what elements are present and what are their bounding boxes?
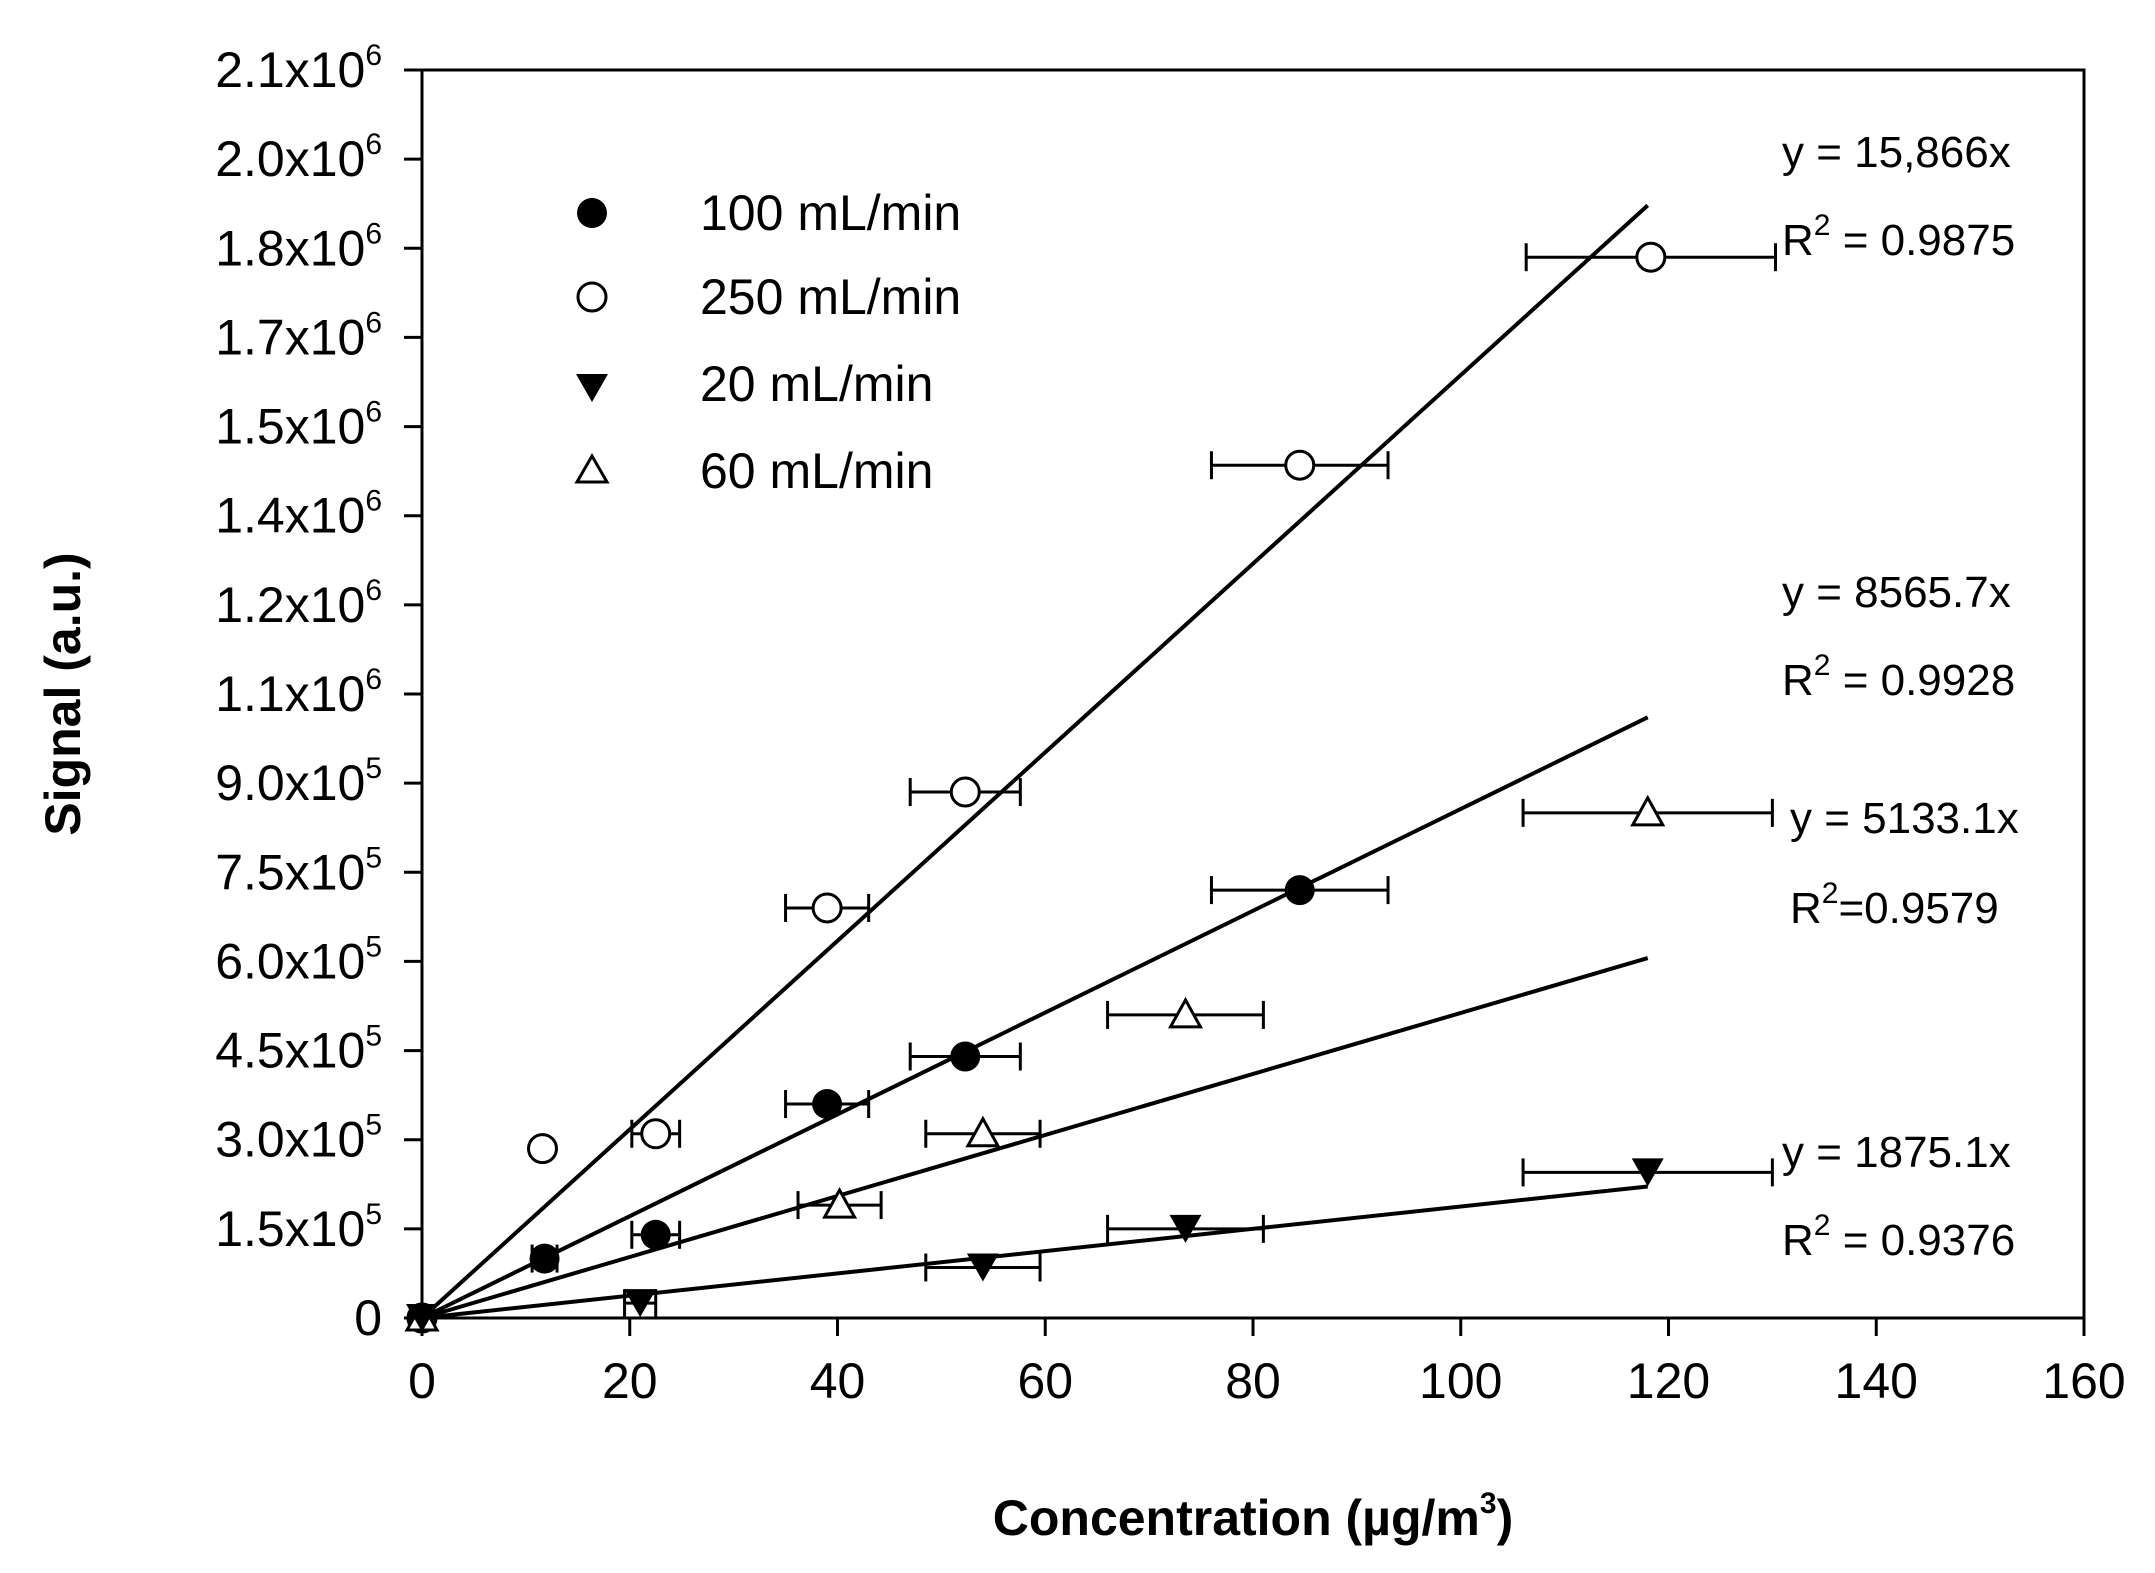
- x-tick-label: 20: [602, 1353, 658, 1409]
- data-point-60: [822, 1187, 858, 1219]
- annotation-250: y = 15,866x R2 = 0.9875: [1782, 128, 2015, 265]
- equation-250: y = 15,866x: [1782, 128, 2011, 177]
- data-point-250: [949, 776, 981, 808]
- x-tick-label: 80: [1225, 1353, 1281, 1409]
- fit-line-20: [421, 1184, 1648, 1320]
- annotation-100: y = 8565.7x R2 = 0.9928: [1782, 568, 2015, 705]
- data-point-60: [965, 1115, 1001, 1148]
- data-point-250: [1284, 449, 1316, 481]
- equation-60: y = 5133.1x: [1790, 794, 2019, 843]
- x-axis-title: Concentration (µg/m3): [993, 1487, 1513, 1546]
- fit-line-100: [421, 715, 1649, 1320]
- y-tick-label: 6.0x105: [215, 930, 382, 989]
- y-tick-label: 1.7x106: [215, 306, 382, 365]
- data-markers: [404, 241, 1667, 1334]
- y-tick-label: 9.0x105: [215, 752, 382, 811]
- x-axis: 0 20 40 60 80 100 120 140 160: [408, 1318, 2126, 1409]
- data-point-100: [640, 1219, 671, 1250]
- r2-250: R2 = 0.9875: [1782, 209, 2015, 265]
- data-point-20: [624, 1289, 657, 1318]
- data-point-60: [1630, 794, 1666, 827]
- data-point-100: [1284, 875, 1315, 906]
- r2-20: R2 = 0.9376: [1782, 1209, 2015, 1265]
- x-tick-label: 0: [408, 1353, 436, 1409]
- r2-60: R2=0.9579: [1790, 877, 1999, 933]
- y-tick-label: 1.2x106: [215, 574, 382, 633]
- data-point-20: [1631, 1158, 1664, 1187]
- legend-label-100: 100 mL/min: [700, 185, 961, 241]
- y-axis-title: Signal (a.u.): [35, 552, 91, 835]
- equation-20: y = 1875.1x: [1782, 1128, 2011, 1177]
- y-axis: 0 1.5x105 3.0x105 4.5x105 6.0x105 7.5x105 9.0x…: [215, 39, 422, 1346]
- y-tick-label: 1.1x106: [215, 663, 382, 722]
- x-tick-label: 60: [1017, 1353, 1073, 1409]
- y-tick-label: 1.8x106: [215, 217, 382, 276]
- data-point-100: [529, 1243, 560, 1274]
- y-tick-label: 7.5x105: [215, 841, 382, 900]
- fit-line-250: [420, 203, 1650, 1320]
- x-tick-label: 100: [1419, 1353, 1502, 1409]
- legend-label-20: 20 mL/min: [700, 356, 933, 412]
- data-point-250: [526, 1133, 558, 1165]
- legend: 100 mL/min 250 mL/min 20 mL/min 60 mL/mi…: [574, 185, 961, 499]
- y-tick-label: 4.5x105: [215, 1020, 382, 1079]
- data-point-250: [1635, 241, 1667, 273]
- data-point-20: [966, 1253, 999, 1282]
- x-tick-label: 160: [2042, 1353, 2125, 1409]
- fit-line-60: [421, 956, 1649, 1320]
- legend-marker-20: [576, 374, 608, 402]
- legend-label-250: 250 mL/min: [700, 269, 961, 325]
- y-tick-label: 3.0x105: [215, 1109, 382, 1168]
- y-tick-label: 2.0x106: [215, 128, 382, 187]
- y-tick-label: 1.5x106: [215, 396, 382, 455]
- y-tick-label: 1.4x106: [215, 485, 382, 544]
- r2-100: R2 = 0.9928: [1782, 649, 2015, 705]
- fit-lines: [420, 203, 1650, 1320]
- data-point-100: [950, 1041, 981, 1072]
- data-point-250: [640, 1118, 672, 1150]
- data-point-60: [1167, 996, 1204, 1029]
- x-tick-label: 140: [1835, 1353, 1918, 1409]
- y-tick-label: 2.1x106: [215, 39, 382, 98]
- annotation-20: y = 1875.1x R2 = 0.9376: [1782, 1128, 2015, 1265]
- legend-marker-100: [577, 198, 607, 228]
- legend-marker-60: [574, 452, 610, 484]
- data-point-250: [811, 892, 843, 924]
- data-point-20: [1169, 1214, 1202, 1243]
- x-tick-label: 40: [810, 1353, 866, 1409]
- annotation-60: y = 5133.1x R2=0.9579: [1790, 794, 2019, 933]
- data-point-100: [812, 1089, 843, 1120]
- legend-label-60: 60 mL/min: [700, 443, 933, 499]
- equation-100: y = 8565.7x: [1782, 568, 2011, 617]
- data-point-20: [406, 1304, 438, 1332]
- x-tick-label: 120: [1627, 1353, 1710, 1409]
- y-tick-label: 1.5x105: [215, 1198, 382, 1257]
- y-tick-label: 0: [354, 1290, 382, 1346]
- legend-marker-250: [576, 281, 608, 313]
